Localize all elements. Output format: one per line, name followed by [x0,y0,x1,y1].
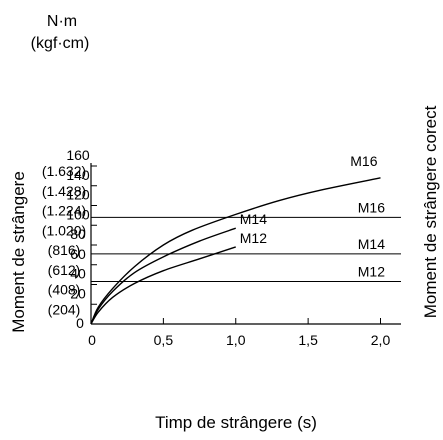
y-tick-sublabel: (204) [48,301,81,317]
series-curves: M16 M14 M12 [90,153,381,325]
series-label: M12 [240,230,267,246]
y-tick-label: 40 [70,266,86,282]
y-tick-sublabel: (816) [48,242,81,258]
series-line-m16 [90,177,381,325]
y-axis-right-label: Moment de strângere corect [421,105,440,318]
y-tick-label: 120 [66,187,90,203]
y-tick-label: 140 [66,167,90,183]
x-tick-label: 1,0 [226,332,246,348]
y-tick-label: 0 [76,315,84,331]
series-line-m12 [90,246,236,325]
series-line-m14 [90,227,236,325]
unit-secondary-label: (kgf·cm) [31,35,90,52]
y-tick-sublabel: (1.020) [42,222,86,238]
x-tick-label: 2,0 [371,332,391,348]
y-tick-sublabel: (1.632) [42,163,86,179]
y-ticks: 0 20(204) 40(408) 60(612) 80(816) 100(1.020) 1… [42,147,97,331]
y-tick-sublabel: (408) [48,282,81,298]
y-tick-label: 20 [70,285,86,301]
reference-line-label: M16 [358,199,385,215]
reference-line-label: M12 [358,264,385,280]
y-tick-label: 100 [66,206,90,222]
series-label: M14 [240,211,267,227]
reference-line-label: M14 [358,236,385,252]
x-axis-label: Timp de strângere (s) [155,413,317,432]
y-tick-label: 80 [70,226,86,242]
y-tick-label: 160 [66,147,90,163]
y-tick-sublabel: (1.224) [42,203,86,219]
x-tick-label: 0 [88,332,96,348]
x-tick-label: 1,5 [298,332,318,348]
series-label: M16 [350,153,377,169]
x-tick-label: 0,5 [154,332,174,348]
y-tick-sublabel: (1.428) [42,183,86,199]
y-tick-label: 60 [70,246,86,262]
reference-lines: M16 M14 M12 [91,199,401,283]
y-axis-label: Moment de strângere [9,171,28,333]
unit-primary-label: N·m [47,13,77,30]
x-ticks: 0 0,5 1,0 1,5 2,0 [88,318,390,348]
y-tick-sublabel: (612) [48,262,81,278]
